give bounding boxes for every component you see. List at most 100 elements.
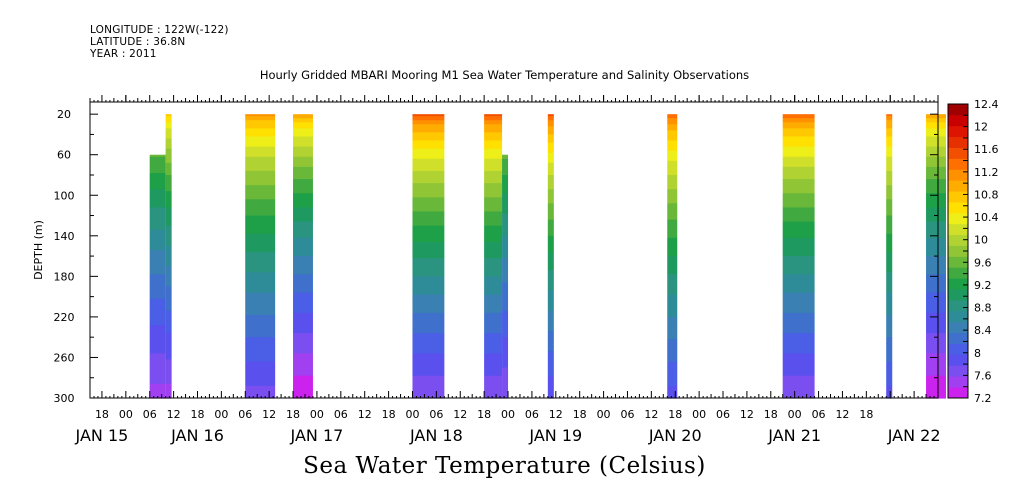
data-cell xyxy=(484,258,503,261)
data-cell xyxy=(782,379,815,383)
data-cell xyxy=(782,130,815,134)
data-cell xyxy=(926,310,946,314)
data-cell xyxy=(412,136,445,140)
data-cell xyxy=(412,286,445,290)
data-cell xyxy=(886,189,893,192)
data-cell xyxy=(412,341,445,344)
data-cell xyxy=(245,363,276,367)
data-cell xyxy=(667,124,678,127)
data-segment xyxy=(667,114,678,399)
data-cell xyxy=(926,343,946,346)
data-cell xyxy=(484,268,503,271)
data-cell xyxy=(245,371,276,375)
data-cell xyxy=(667,387,678,391)
data-cell xyxy=(667,142,678,146)
data-cell xyxy=(667,365,678,369)
data-cell xyxy=(886,369,893,373)
data-cell xyxy=(293,140,313,144)
data-cell xyxy=(502,337,509,340)
plot-area xyxy=(149,114,946,399)
data-cell xyxy=(165,329,172,332)
data-cell xyxy=(165,357,172,361)
data-cell xyxy=(245,227,276,231)
data-cell xyxy=(412,391,445,395)
data-cell xyxy=(165,126,172,129)
data-cell xyxy=(782,160,815,164)
data-cell xyxy=(412,379,445,383)
data-cell xyxy=(245,274,276,277)
data-cell xyxy=(667,284,678,288)
data-cell xyxy=(165,239,172,243)
data-cell xyxy=(412,213,445,217)
data-cell xyxy=(502,183,509,186)
data-cell xyxy=(412,160,445,164)
x-day-label: JAN 20 xyxy=(648,426,702,445)
data-cell xyxy=(245,369,276,373)
data-cell xyxy=(245,365,276,369)
data-cell xyxy=(502,156,509,160)
data-cell xyxy=(667,237,678,241)
data-cell xyxy=(149,286,166,290)
data-cell xyxy=(926,369,946,373)
colorbar-label: 11.6 xyxy=(974,143,999,156)
data-cell xyxy=(149,221,166,225)
data-cell xyxy=(149,345,166,348)
data-cell xyxy=(547,389,554,393)
data-cell xyxy=(926,339,946,342)
data-cell xyxy=(484,306,503,310)
data-cell xyxy=(667,389,678,393)
data-cell xyxy=(245,284,276,288)
data-cell xyxy=(293,292,313,296)
data-cell xyxy=(149,258,166,261)
data-cell xyxy=(782,132,815,136)
data-cell xyxy=(149,223,166,227)
data-cell xyxy=(412,120,445,123)
data-cell xyxy=(926,367,946,371)
data-cell xyxy=(547,304,554,308)
data-cell xyxy=(484,191,503,194)
data-cell xyxy=(782,150,815,154)
data-cell xyxy=(293,272,313,275)
data-cell xyxy=(245,199,276,202)
data-cell xyxy=(484,205,503,209)
data-cell xyxy=(502,243,509,247)
data-cell xyxy=(782,272,815,275)
data-cell xyxy=(165,211,172,215)
data-cell xyxy=(667,227,678,231)
data-cell xyxy=(245,335,276,338)
data-cell xyxy=(412,142,445,146)
data-cell xyxy=(926,199,946,202)
data-cell xyxy=(412,337,445,340)
data-cell xyxy=(547,223,554,227)
colorbar-swatch xyxy=(948,169,968,181)
data-cell xyxy=(667,164,678,168)
data-cell xyxy=(149,296,166,300)
data-cell xyxy=(782,233,815,237)
data-cell xyxy=(412,116,445,119)
data-segment xyxy=(547,114,554,399)
data-cell xyxy=(667,270,678,273)
data-cell xyxy=(667,355,678,359)
data-cell xyxy=(293,379,313,383)
data-cell xyxy=(502,264,509,267)
data-cell xyxy=(165,142,172,146)
data-cell xyxy=(149,292,166,296)
data-cell xyxy=(886,122,893,125)
data-cell xyxy=(165,306,172,310)
y-tick-label: 100 xyxy=(54,189,75,202)
data-cell xyxy=(926,166,946,170)
data-cell xyxy=(484,343,503,346)
data-cell xyxy=(667,369,678,373)
data-cell xyxy=(667,207,678,211)
x-hour-label: 18 xyxy=(382,408,396,421)
data-cell xyxy=(502,316,509,320)
data-cell xyxy=(484,379,503,383)
data-cell xyxy=(484,383,503,387)
data-cell xyxy=(502,312,509,316)
data-cell xyxy=(484,179,503,182)
data-cell xyxy=(667,327,678,330)
data-cell xyxy=(245,266,276,269)
data-cell xyxy=(782,264,815,267)
data-cell xyxy=(245,225,276,229)
data-cell xyxy=(245,138,276,142)
